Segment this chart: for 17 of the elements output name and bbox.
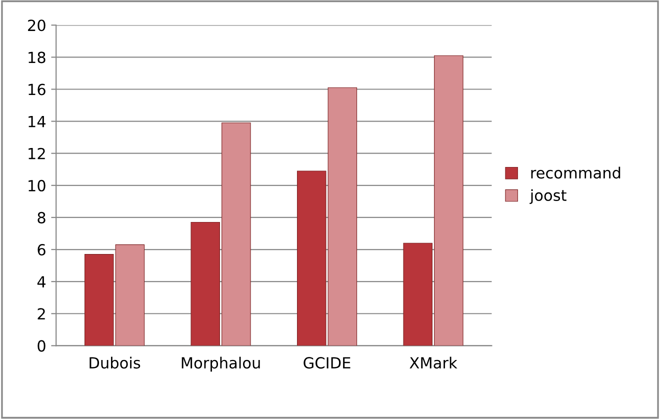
- y-tick-label: 8: [38, 212, 46, 224]
- y-tick-label: 4: [37, 276, 46, 288]
- y-tick-label: 2: [38, 308, 45, 320]
- y-tick-label: 16: [28, 84, 46, 96]
- legend-label: joost: [530, 189, 566, 204]
- y-tick-label: 12: [28, 148, 45, 160]
- x-tick-label: Morphalou: [182, 356, 260, 372]
- y-tick-label: 10: [28, 180, 46, 192]
- y-tick-label: 0: [38, 340, 46, 352]
- y-tick-label: 6: [38, 244, 46, 256]
- y-tick-label: 20: [28, 20, 46, 32]
- legend-label: recommand: [531, 166, 620, 179]
- x-tick-label: GCIDE: [304, 357, 350, 369]
- y-tick-label: 18: [28, 52, 46, 64]
- x-tick-label: XMark: [410, 356, 458, 369]
- y-tick-label: 14: [28, 116, 46, 128]
- x-tick-label: Dubois: [90, 356, 140, 369]
